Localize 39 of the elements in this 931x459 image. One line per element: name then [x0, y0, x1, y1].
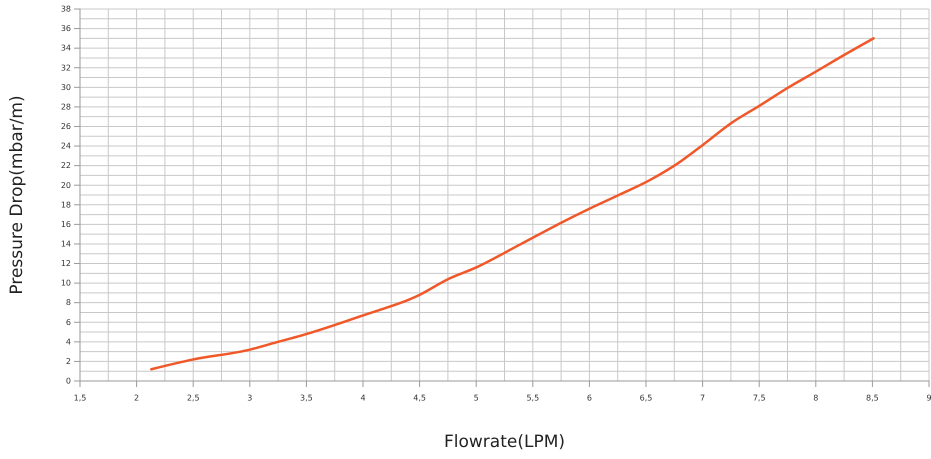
x-tick-label: 8,5: [866, 394, 879, 403]
y-tick-label: 36: [60, 24, 71, 34]
y-tick-label: 26: [60, 122, 71, 132]
y-tick-label: 0: [66, 376, 71, 386]
y-tick-label: 30: [60, 82, 71, 92]
x-tick-label: 8: [813, 394, 818, 403]
y-tick-label: 24: [60, 142, 71, 151]
y-tick-label: 34: [60, 44, 71, 53]
y-tick-label: 20: [60, 180, 71, 190]
x-tick-label: 6: [586, 394, 592, 403]
y-axis-title: Pressure Drop(mbar/m): [7, 95, 27, 295]
line-series: [150, 37, 875, 371]
x-tick-label: 3: [247, 394, 252, 403]
x-tick-label: 5: [474, 394, 479, 403]
x-tick-label: 7: [700, 394, 706, 403]
y-tick-label: 4: [66, 337, 71, 346]
y-tick-label: 38: [60, 4, 71, 14]
y-tick-label: 6: [66, 318, 71, 327]
y-tick-label: 14: [60, 240, 71, 249]
x-tick-label: 2,5: [186, 394, 200, 403]
y-tick-label: 18: [60, 200, 71, 210]
x-tick-label: 9: [926, 394, 931, 403]
x-axis-title: Flowrate(LPM): [444, 432, 565, 452]
x-tick-label: 3,5: [300, 394, 313, 403]
x-tick-label: 2: [134, 394, 140, 403]
y-tick-label: 32: [60, 63, 71, 72]
x-tick-label: 4,5: [413, 394, 426, 403]
y-tick-label: 10: [60, 278, 71, 288]
x-tick-label: 1,5: [74, 394, 86, 403]
x-tick-label: 5,5: [526, 394, 540, 403]
y-tick-label: 12: [60, 259, 71, 268]
y-tick-label: 2: [66, 356, 71, 366]
x-tick-label: 4: [360, 394, 366, 403]
y-tick-label: 8: [66, 298, 71, 308]
x-tick-label: 6,5: [640, 394, 652, 403]
y-tick-label: 28: [60, 102, 71, 112]
y-tick-label: 22: [60, 161, 71, 170]
y-tick-label: 16: [60, 220, 71, 229]
x-tick-label: 7,5: [752, 394, 766, 403]
